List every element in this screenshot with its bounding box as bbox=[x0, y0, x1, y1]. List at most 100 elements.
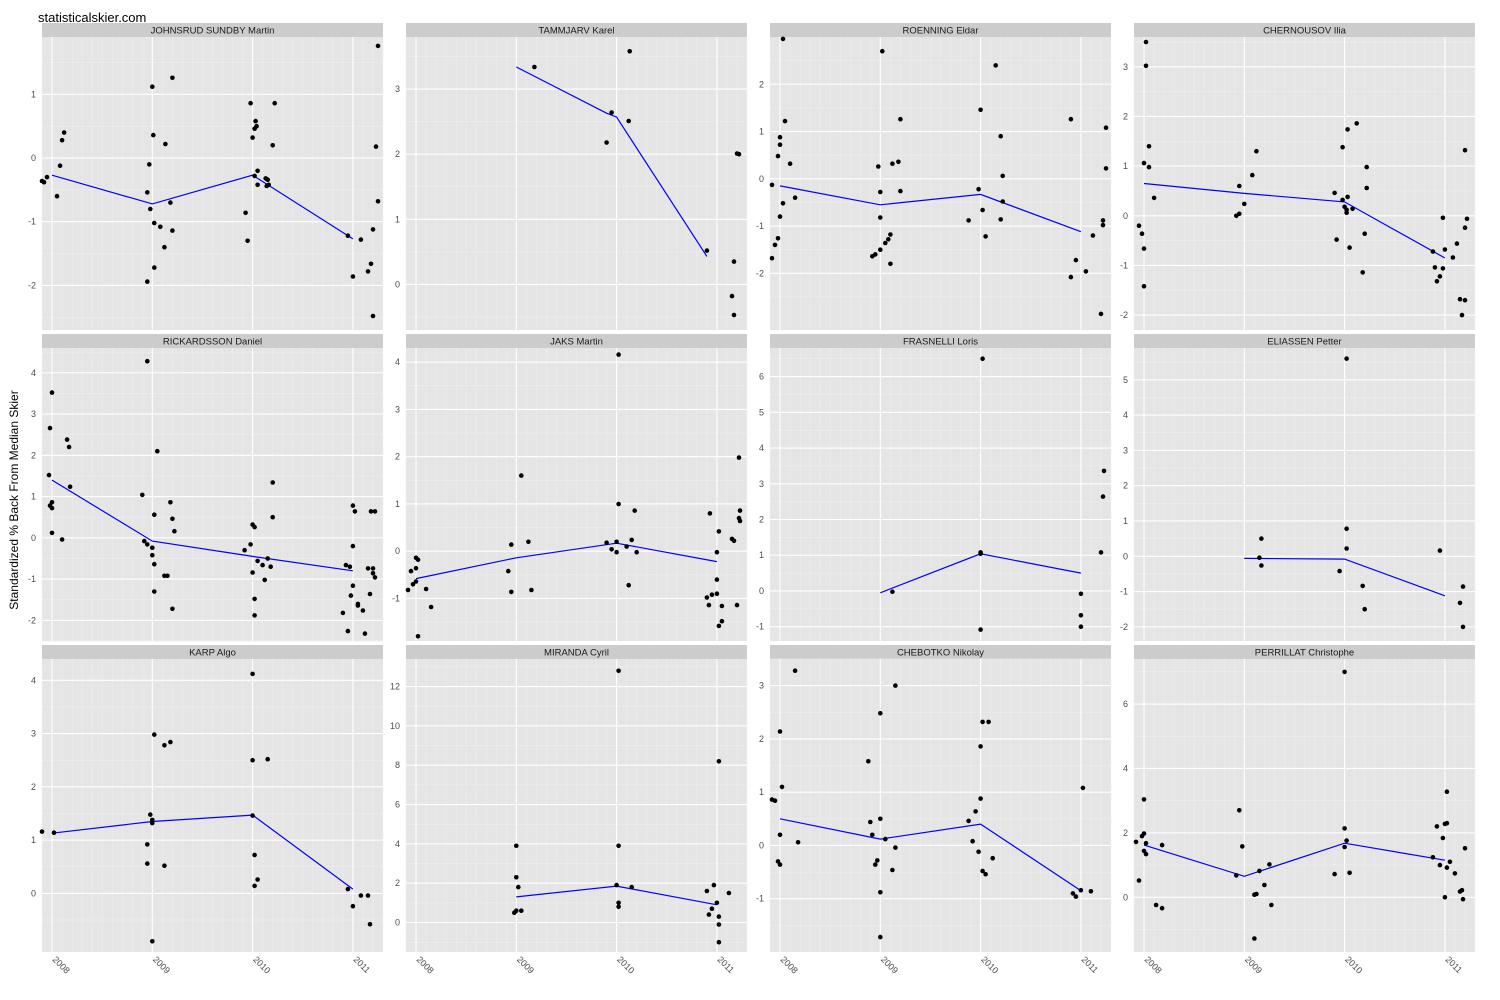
data-point bbox=[370, 227, 376, 232]
strip-label: MIRANDA Cyril bbox=[544, 648, 609, 659]
y-tick-label: 3 bbox=[1123, 445, 1128, 455]
y-tick-label: 2 bbox=[31, 782, 36, 792]
data-point bbox=[343, 562, 349, 568]
data-point bbox=[1237, 183, 1242, 189]
y-tick-label: -1 bbox=[756, 221, 764, 231]
data-point bbox=[142, 538, 147, 544]
data-point bbox=[352, 509, 358, 514]
data-point bbox=[614, 539, 619, 545]
data-point bbox=[345, 886, 351, 892]
strip-label: KARP Algo bbox=[189, 648, 236, 659]
y-tick-label: 6 bbox=[1123, 699, 1128, 709]
data-point bbox=[1457, 600, 1463, 606]
y-tick-label: 6 bbox=[759, 372, 764, 382]
data-point bbox=[990, 855, 995, 861]
y-tick-label: 3 bbox=[31, 409, 36, 419]
y-tick-label: 1 bbox=[759, 787, 764, 797]
data-point bbox=[737, 518, 743, 524]
data-point bbox=[604, 140, 609, 145]
data-point bbox=[1454, 241, 1460, 246]
data-point bbox=[1344, 526, 1349, 531]
panel-tammjarv-karel: TAMMJARV Karel 0 1 2 3 bbox=[395, 23, 748, 330]
data-point bbox=[898, 188, 903, 194]
data-point bbox=[870, 832, 875, 838]
data-point bbox=[716, 759, 722, 764]
data-point bbox=[782, 118, 788, 124]
y-tick-label: 1 bbox=[759, 550, 764, 560]
data-point bbox=[373, 144, 379, 149]
data-point bbox=[1345, 127, 1350, 132]
data-point bbox=[792, 195, 798, 200]
data-point bbox=[978, 796, 983, 801]
y-tick-label: 4 bbox=[1123, 763, 1128, 773]
data-point bbox=[145, 842, 150, 847]
data-point bbox=[1234, 873, 1239, 878]
x-tick-label: 2011 bbox=[715, 954, 736, 975]
data-point bbox=[529, 587, 534, 593]
data-point bbox=[243, 210, 248, 216]
data-point bbox=[163, 141, 168, 147]
data-point bbox=[1100, 222, 1106, 228]
strip-label: ELIASSEN Petter bbox=[1267, 337, 1341, 348]
data-point bbox=[162, 743, 167, 748]
x-tick-label: 2009 bbox=[515, 954, 536, 975]
data-point bbox=[61, 130, 67, 135]
data-point bbox=[1437, 548, 1443, 553]
data-point bbox=[1447, 859, 1453, 865]
strip-label: CHERNOUSOV Ilia bbox=[1263, 26, 1347, 37]
x-tick-label: 2010 bbox=[1343, 954, 1364, 975]
data-point bbox=[737, 508, 743, 513]
data-point bbox=[888, 232, 893, 237]
data-point bbox=[978, 744, 983, 749]
data-point bbox=[777, 214, 783, 219]
data-point bbox=[1159, 842, 1165, 848]
data-point bbox=[1259, 536, 1264, 541]
y-tick-label: 1 bbox=[759, 127, 764, 137]
data-point bbox=[1462, 225, 1468, 230]
trend-line bbox=[779, 818, 1082, 892]
data-point bbox=[1332, 871, 1337, 877]
data-point bbox=[168, 739, 173, 745]
data-point bbox=[886, 237, 891, 242]
data-point bbox=[980, 207, 985, 213]
data-point bbox=[162, 863, 167, 868]
data-point bbox=[158, 224, 163, 230]
y-tick-label: -1 bbox=[756, 894, 764, 904]
data-point bbox=[150, 817, 155, 823]
data-point bbox=[780, 36, 786, 42]
y-tick-label: 0 bbox=[759, 586, 764, 596]
data-point bbox=[415, 634, 421, 639]
data-point bbox=[1347, 870, 1352, 876]
data-point bbox=[973, 809, 978, 814]
data-point bbox=[170, 606, 175, 612]
data-point bbox=[634, 549, 639, 555]
data-point bbox=[626, 582, 631, 588]
data-point bbox=[1444, 789, 1450, 794]
data-point bbox=[998, 133, 1003, 139]
data-point bbox=[250, 570, 255, 575]
data-point bbox=[609, 547, 614, 552]
data-point bbox=[704, 888, 710, 894]
data-point bbox=[616, 352, 621, 357]
data-point bbox=[731, 259, 737, 264]
y-tick-label: 4 bbox=[31, 368, 36, 378]
data-point bbox=[64, 437, 70, 442]
data-point bbox=[878, 189, 883, 195]
data-point bbox=[716, 623, 722, 629]
data-point bbox=[1464, 216, 1470, 222]
data-point bbox=[152, 561, 157, 567]
data-point bbox=[1090, 233, 1096, 238]
data-point bbox=[1242, 201, 1247, 207]
strip-label: RICKARDSSON Daniel bbox=[163, 337, 262, 348]
strip-perrillat-christophe bbox=[1134, 645, 1475, 659]
data-point bbox=[970, 838, 975, 844]
data-point bbox=[345, 628, 351, 634]
data-point bbox=[150, 84, 155, 89]
data-point bbox=[1141, 797, 1147, 802]
panel-chebotko-nikolay: CHEBOTKO Nikolay -1 0 1 2 3 2008 2009 2010 2011 bbox=[756, 645, 1112, 976]
y-tick-label: 3 bbox=[759, 681, 764, 691]
data-point bbox=[1103, 125, 1109, 130]
data-point bbox=[514, 908, 519, 913]
data-point bbox=[772, 242, 778, 248]
data-point bbox=[716, 939, 722, 945]
